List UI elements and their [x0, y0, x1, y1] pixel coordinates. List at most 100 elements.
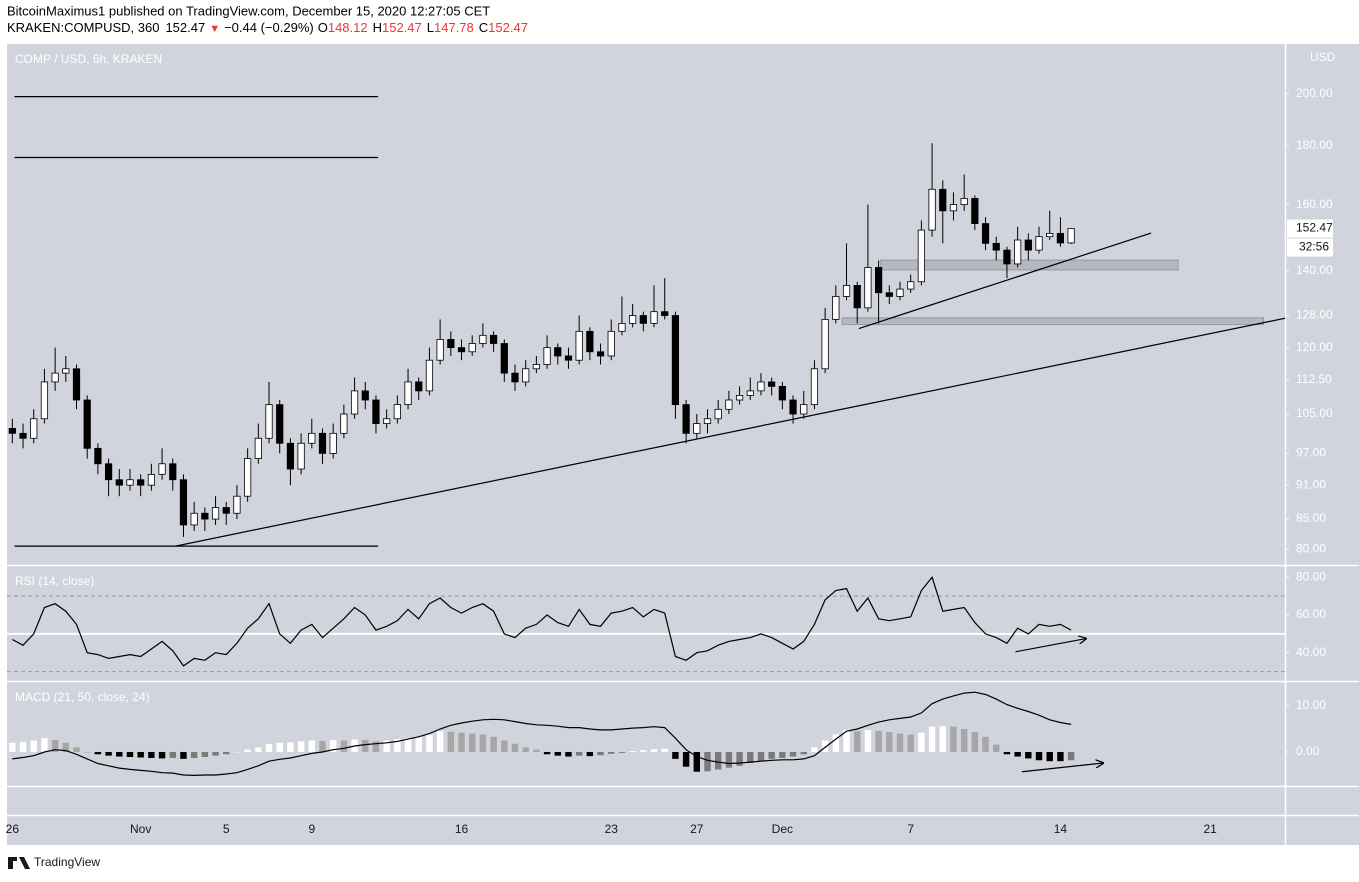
macd-histogram-bar	[950, 726, 957, 752]
macd-histogram-bar	[800, 751, 807, 755]
macd-histogram-bar	[73, 747, 80, 752]
macd-histogram-bar	[308, 740, 316, 752]
candle-body	[62, 368, 70, 374]
macd-histogram-bar	[608, 751, 615, 754]
macd-histogram-bar	[148, 751, 155, 758]
candle-body	[158, 463, 166, 475]
macd-histogram-bar	[276, 742, 283, 752]
ohlc-value: 152.47	[488, 20, 528, 35]
x-tick-label: 9	[308, 822, 315, 836]
candle-body	[19, 432, 27, 439]
candle-body	[104, 463, 113, 481]
macd-histogram-bar	[832, 734, 840, 752]
macd-histogram-bar	[725, 751, 733, 768]
currency-label: USD	[1310, 50, 1336, 64]
macd-histogram-bar	[1057, 751, 1064, 762]
candle-body	[372, 399, 380, 424]
candle-body	[768, 381, 776, 387]
macd-histogram-bar	[372, 741, 380, 752]
macd-histogram-bar	[126, 751, 134, 758]
macd-histogram-bar	[747, 751, 754, 764]
macd-histogram-bar	[458, 732, 465, 752]
rsi-line	[12, 576, 1072, 667]
macd-histogram-bar	[84, 751, 91, 753]
candle-body	[126, 479, 134, 486]
y-tick-label: 40.00	[1296, 645, 1326, 659]
candle-body	[874, 267, 883, 294]
y-tick-label: 112.50	[1296, 372, 1332, 386]
ohlc-letter: H	[373, 20, 382, 35]
candle-body	[629, 315, 637, 324]
macd-histogram-bar	[265, 744, 273, 752]
macd-histogram-bar	[169, 751, 176, 758]
candle-body	[1014, 239, 1022, 265]
candle-body	[778, 385, 786, 401]
macd-histogram-bar	[939, 726, 946, 752]
macd-histogram-bar	[201, 751, 209, 758]
candle-body	[971, 198, 979, 224]
tradingview-logo: TradingView	[8, 855, 100, 869]
macd-histogram-bar	[394, 739, 401, 752]
candle-body	[725, 399, 733, 410]
candle-body	[254, 437, 262, 459]
last-price-tag	[1287, 219, 1333, 238]
support-zone	[880, 259, 1179, 271]
x-tick-label: 5	[223, 822, 230, 836]
candle-body	[468, 343, 476, 353]
candle-body	[361, 390, 369, 401]
macd-histogram-bar	[565, 751, 572, 757]
ohlc-value: 152.47	[382, 20, 422, 35]
candle-body	[885, 292, 893, 297]
macd-histogram-bar	[597, 751, 604, 756]
y-tick-label: 200.00	[1296, 86, 1333, 100]
macd-histogram-bar	[907, 734, 914, 752]
macd-histogram-bar	[533, 749, 540, 752]
macd-histogram-bar	[543, 751, 551, 755]
candle-body	[169, 463, 177, 481]
candle-body	[72, 368, 81, 401]
candle-body	[147, 473, 155, 486]
candle-body	[735, 395, 744, 401]
candle-body	[703, 418, 712, 424]
pane-title: MACD (21, 50, close, 24)	[15, 690, 150, 704]
candle-body	[639, 315, 647, 324]
candle-body	[810, 368, 819, 406]
macd-histogram-bar	[928, 726, 936, 752]
macd-histogram-bar	[993, 744, 1000, 752]
y-tick-label: 85.00	[1296, 511, 1326, 525]
x-tick-label: 14	[1054, 822, 1068, 836]
macd-histogram-bar	[704, 751, 711, 772]
candle-body	[586, 330, 594, 353]
candle-body	[8, 428, 16, 434]
candle-body	[917, 229, 925, 283]
candle-body	[350, 390, 359, 415]
candle-body	[789, 399, 797, 415]
macd-histogram-bar	[426, 734, 433, 752]
macd-histogram-bar	[490, 736, 497, 752]
candle-body	[671, 315, 680, 406]
macd-histogram-bar	[212, 751, 219, 756]
ohlc-letter: L	[427, 20, 434, 35]
macd-histogram-bar	[329, 740, 337, 752]
candle-body	[308, 432, 316, 444]
macd-histogram-bar	[297, 741, 305, 752]
candle-body	[340, 413, 348, 434]
x-tick-label: 21	[1203, 822, 1217, 836]
candle-body	[949, 204, 958, 212]
candle-body	[329, 432, 337, 454]
candle-body	[233, 495, 241, 514]
macd-histogram-bar	[554, 751, 561, 756]
candle-body	[222, 507, 230, 514]
macd-histogram-bar	[736, 751, 743, 766]
macd-histogram-bar	[415, 736, 422, 752]
ohlc-letter: C	[479, 20, 488, 35]
macd-histogram-bar	[319, 740, 326, 752]
candle-body	[757, 381, 765, 392]
macd-histogram-bar	[190, 751, 198, 758]
support-zone	[841, 317, 1265, 326]
macd-histogram-bar	[51, 740, 59, 752]
candle-body	[500, 343, 508, 374]
macd-histogram-bar	[779, 751, 786, 758]
candle-body	[960, 198, 968, 205]
